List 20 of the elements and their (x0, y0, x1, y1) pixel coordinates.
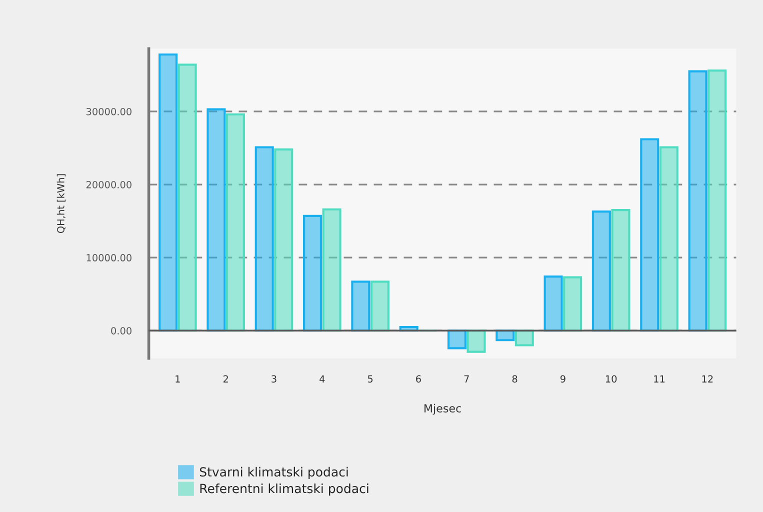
y-tick-label: 20000.00 (86, 181, 132, 188)
x-tick-label: 8 (512, 375, 518, 383)
y-tick-label: 30000.00 (86, 108, 132, 116)
x-tick-label: 5 (368, 375, 373, 383)
x-tick-label: 11 (654, 375, 665, 382)
x-tick-label: 4 (320, 375, 325, 382)
x-tick-label: 3 (272, 375, 276, 383)
x-axis-title: Mjesec (424, 404, 461, 415)
x-tick-label: 6 (416, 375, 421, 383)
y-axis-title: QH,ht [kWh] (56, 174, 66, 234)
y-tick-label: 10000.00 (86, 254, 132, 262)
x-tick-label: 10 (606, 375, 617, 383)
legend-label: Referentni klimatski podaci (200, 484, 368, 496)
x-tick-label: 9 (560, 375, 566, 383)
y-tick-label: 0.00 (111, 327, 132, 334)
legend-label: Stvarni klimatski podaci (200, 466, 348, 480)
x-tick-label: 2 (223, 375, 228, 382)
x-tick-label: 1 (176, 375, 180, 382)
x-tick-label: 12 (702, 375, 713, 382)
x-tick-label: 7 (464, 375, 469, 382)
